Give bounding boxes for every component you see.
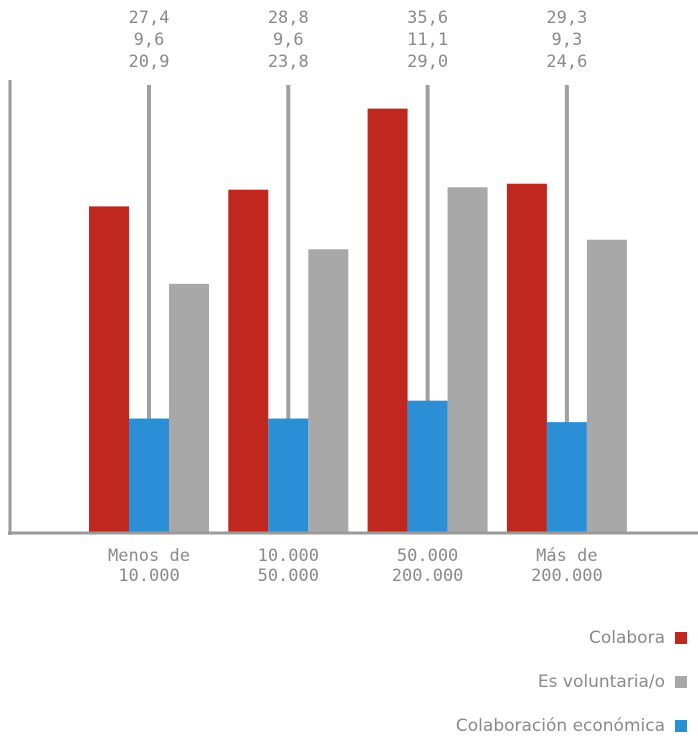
bar	[367, 108, 408, 533]
bar	[169, 283, 209, 533]
bar	[308, 249, 349, 534]
value-label: 28,8	[268, 8, 309, 28]
bar	[447, 187, 488, 533]
legend-swatch	[675, 632, 687, 644]
legend-item: Colaboración económica	[456, 716, 698, 736]
value-label: 11,1	[407, 30, 448, 50]
value-label: 20,9	[129, 52, 170, 72]
bar	[546, 422, 587, 533]
x-tick-label: Menos de 10.000	[108, 546, 190, 586]
bar	[89, 206, 129, 533]
legend-swatch	[675, 676, 687, 688]
value-label: 9,3	[552, 30, 583, 50]
legend-item: Colabora	[589, 628, 698, 648]
bar	[228, 189, 269, 533]
value-label: 9,6	[273, 30, 304, 50]
value-label: 27,4	[129, 8, 170, 28]
value-label: 29,3	[546, 8, 587, 28]
legend-swatch	[675, 720, 687, 732]
value-label: 35,6	[407, 8, 448, 28]
bar	[268, 418, 309, 533]
legend-item: Es voluntaria/o	[538, 672, 698, 692]
legend-label: Colaboración económica	[455, 716, 665, 736]
value-label: 29,0	[407, 52, 448, 72]
bar	[129, 418, 169, 533]
x-tick-label: 10.000 50.000	[257, 546, 319, 586]
x-tick-label: 50.000 200.000	[391, 546, 464, 586]
legend-label: Colabora	[588, 628, 665, 648]
value-label: 24,6	[546, 52, 587, 72]
bar	[506, 183, 547, 533]
bar	[407, 400, 448, 533]
value-label: 23,8	[268, 52, 309, 72]
value-label: 9,6	[134, 30, 165, 50]
legend-label: Es voluntaria/o	[537, 672, 665, 692]
bar	[586, 239, 627, 533]
x-tick-label: Más de 200.000	[531, 546, 603, 586]
